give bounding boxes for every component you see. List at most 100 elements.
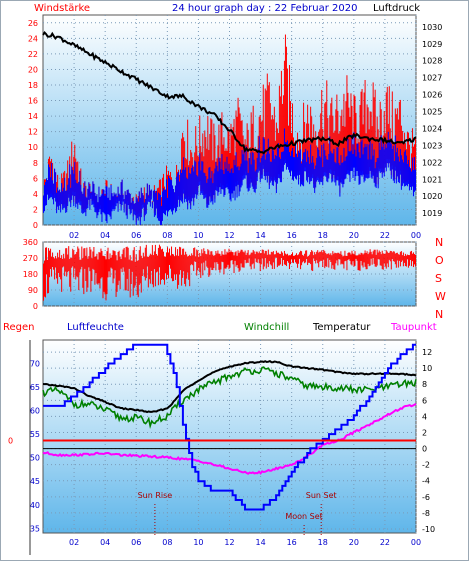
humidity-left-tick-label: 70 (30, 360, 40, 369)
rain-heading: Regen (3, 322, 35, 333)
direction-left-tick-label: 180 (23, 270, 38, 279)
pressure-right-tick-label: 1026 (422, 91, 442, 100)
wind-left-tick-label: 12 (28, 128, 38, 137)
wind-x-tick-label: 06 (131, 231, 141, 240)
direction-left-tick-label: 90 (28, 286, 38, 295)
temperature-right-tick-label: -2 (422, 461, 430, 470)
pressure-right-tick-label: 1028 (422, 57, 442, 66)
temperature-x-tick-label: 02 (69, 538, 79, 547)
rain-tick-label: 0 (8, 437, 13, 446)
temperature-x-axis: 02 04 06 08 10 12 14 16 18 20 22 00 (69, 538, 421, 547)
temperature-x-tick-label: 12 (224, 538, 234, 547)
graph-title: 24 hour graph day : 22 Februar 2020 (172, 3, 357, 14)
temperature-right-tick-label: 6 (422, 396, 427, 405)
wind-left-tick-label: 26 (28, 19, 38, 28)
direction-left-tick-label: 360 (23, 238, 38, 247)
wind-left-tick-label: 16 (28, 97, 38, 106)
wind-gust-bars (43, 128, 416, 225)
temperature-x-tick-label: 04 (100, 538, 110, 547)
humidity-left-tick-label: 60 (30, 407, 40, 416)
wind-left-tick-label: 18 (28, 81, 38, 90)
pressure-heading: Luftdruck (373, 3, 420, 14)
wind-x-axis: 02 04 06 08 10 12 14 16 18 20 22 00 (69, 231, 421, 240)
compass-right-tick-label: W (435, 290, 446, 303)
compass-right-tick-label: O (435, 254, 444, 267)
humidity-left-tick-label: 55 (30, 430, 40, 439)
humidity-left-tick-label: 40 (30, 501, 40, 510)
temperature-right-tick-label: -6 (422, 493, 430, 502)
annotation-label: Moon Set (285, 512, 322, 521)
wind-left-tick-label: 20 (28, 65, 38, 74)
wind-x-tick-label: 14 (255, 231, 265, 240)
wind-left-tick-label: 24 (28, 34, 38, 43)
temperature-lines (42, 343, 417, 511)
humidity-left-tick-label: 50 (30, 454, 40, 463)
astronomy-annotations: Sun Rise Sun Set Moon Set (138, 491, 337, 537)
wind-x-tick-label: 20 (349, 231, 359, 240)
wind-left-tick-label: 4 (33, 190, 38, 199)
humidity-left-tick-label: 45 (30, 477, 40, 486)
compass-right-tick-label: S (435, 272, 442, 285)
direction-left-tick-label: 0 (33, 302, 38, 311)
wind-x-tick-label: 08 (162, 231, 172, 240)
pressure-right-tick-label: 1020 (422, 192, 442, 201)
pressure-polyline (42, 31, 417, 155)
temperature-x-tick-label: 16 (287, 538, 297, 547)
series-line-windchill (42, 366, 417, 429)
humidity-left-tick-label: 65 (30, 383, 40, 392)
compass-right-tick-label: N (435, 308, 443, 321)
temperature-x-tick-label: 06 (131, 538, 141, 547)
pressure-right-tick-label: 1027 (422, 74, 442, 83)
temperature-x-tick-label: 10 (193, 538, 203, 547)
pressure-right-tick-label: 1021 (422, 175, 442, 184)
pressure-right-tick-label: 1022 (422, 158, 442, 167)
temperature-x-tick-label: 22 (380, 538, 390, 547)
wind-left-tick-label: 22 (28, 50, 38, 59)
temperature-right-tick-label: 10 (422, 364, 432, 373)
wind-x-tick-label: 16 (287, 231, 297, 240)
humidity-left-tick-label: 35 (30, 524, 40, 533)
temperature-right-tick-label: -10 (422, 525, 435, 534)
temperature-right-tick-label: -4 (422, 477, 430, 486)
direction-left-axis: 0 90 180 270 360 (23, 238, 38, 311)
series-line-taupunkt (42, 403, 417, 475)
wind-left-tick-label: 8 (33, 159, 38, 168)
annotation-label: Sun Set (306, 491, 337, 500)
pressure-right-tick-label: 1019 (422, 209, 442, 218)
pressure-right-tick-label: 1030 (422, 23, 442, 32)
pressure-right-tick-label: 1025 (422, 108, 442, 117)
pressure-line (42, 31, 417, 155)
temperature-x-tick-label: 00 (411, 538, 421, 547)
wind-left-tick-label: 10 (28, 143, 38, 152)
wind-x-tick-label: 22 (380, 231, 390, 240)
temperature-x-tick-label: 14 (255, 538, 265, 547)
annotation-label: Sun Rise (138, 491, 173, 500)
wind-x-tick-label: 00 (411, 231, 421, 240)
wind-x-tick-label: 02 (69, 231, 79, 240)
series-line-luftfeuchte (43, 343, 416, 511)
humidity-left-axis: 35 40 45 50 55 60 65 70 (30, 360, 40, 534)
wind-x-tick-label: 10 (193, 231, 203, 240)
temperature-right-tick-label: 0 (422, 445, 427, 454)
temperature-heading: Temperatur (312, 322, 371, 333)
temperature-right-tick-label: 2 (422, 428, 427, 437)
windchill-heading: Windchill (244, 322, 289, 333)
wind-direction-bars (43, 244, 416, 301)
wind-x-tick-label: 18 (318, 231, 328, 240)
wind-left-tick-label: 0 (33, 221, 38, 230)
temperature-x-tick-label: 08 (162, 538, 172, 547)
compass-right-tick-label: N (435, 236, 443, 249)
temperature-right-tick-label: 4 (422, 412, 427, 421)
direction-left-tick-label: 270 (23, 254, 38, 263)
temperature-x-tick-label: 18 (318, 538, 328, 547)
temperature-right-tick-label: -8 (422, 509, 430, 518)
temperature-right-tick-label: 8 (422, 380, 427, 389)
temperature-right-axis: -10 -8 -6 -4 -2 0 2 4 6 8 10 12 (422, 348, 435, 534)
